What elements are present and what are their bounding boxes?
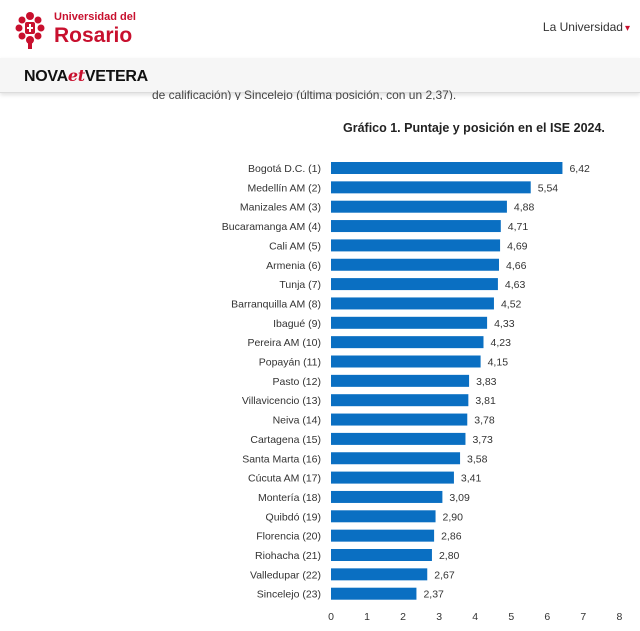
bar [331, 452, 461, 465]
bar [331, 471, 454, 484]
brand-part2: et [67, 66, 85, 85]
value-label: 3,83 [476, 376, 497, 388]
value-label: 2,86 [441, 531, 462, 543]
bar-chart: Bogotá D.C. (1) 6,42 Medellín AM (2) 5,54 Ma… [222, 162, 622, 623]
x-tick-label: 5 [508, 611, 514, 623]
bar [331, 529, 435, 542]
x-tick-label: 0 [328, 611, 334, 623]
nav-la-universidad-label: La Universidad [542, 20, 623, 34]
value-label: 6,42 [569, 163, 590, 175]
rosario-crest-icon [12, 8, 48, 50]
category-label: Valledupar (22) [250, 569, 321, 581]
value-label: 3,78 [474, 415, 495, 427]
bar [331, 316, 488, 329]
value-label: 2,80 [439, 550, 460, 562]
value-label: 5,54 [538, 182, 559, 194]
nova-et-vetera-logo[interactable]: NOVAetVETERA [24, 66, 148, 86]
value-label: 4,23 [490, 337, 511, 349]
value-label: 4,52 [501, 298, 522, 310]
article-text-fragment: de calificación) y Sincelejo (última pos… [152, 88, 457, 100]
bar [331, 587, 417, 600]
chart-title: Gráfico 1. Puntaje y posición en el ISE … [343, 121, 605, 135]
category-label: Pereira AM (10) [247, 337, 321, 349]
bar [331, 278, 498, 291]
brand-part1: NOVA [24, 68, 68, 85]
category-label: Barranquilla AM (8) [231, 298, 321, 310]
value-label: 4,63 [505, 279, 526, 291]
category-label: Neiva (14) [273, 415, 321, 427]
site-header: Universidad del Rosario La Universidad ▾ [0, 0, 640, 59]
bar [331, 374, 470, 387]
x-tick-label: 1 [364, 611, 370, 623]
value-label: 2,67 [434, 569, 455, 581]
category-label: Cúcuta AM (17) [248, 473, 321, 485]
category-label: Pasto (12) [273, 376, 321, 388]
category-label: Villavicencio (13) [242, 395, 321, 407]
x-tick-label: 3 [436, 611, 442, 623]
bar [331, 549, 432, 561]
value-label: 4,66 [506, 260, 527, 272]
value-label: 4,15 [488, 357, 509, 369]
value-label: 3,41 [461, 473, 482, 485]
bar [331, 413, 468, 426]
value-label: 3,09 [449, 492, 470, 504]
x-tick-label: 8 [616, 611, 622, 623]
category-label: Ibagué (9) [273, 318, 321, 330]
category-label: Sincelejo (23) [257, 589, 321, 601]
bar [331, 432, 466, 445]
category-label: Popayán (11) [259, 357, 321, 369]
bar [331, 394, 469, 407]
x-tick-label: 4 [472, 611, 478, 623]
x-tick-label: 7 [580, 611, 586, 623]
category-label: Florencia (20) [256, 531, 321, 543]
bar [331, 200, 507, 213]
bar [331, 355, 481, 368]
bar [331, 181, 531, 194]
category-label: Montería (18) [258, 492, 321, 504]
category-label: Manizales AM (3) [240, 202, 321, 214]
value-label: 2,37 [423, 589, 444, 601]
logo-text-line1: Universidad del [54, 11, 136, 23]
chevron-down-icon: ▾ [624, 23, 630, 34]
value-label: 3,58 [467, 453, 488, 465]
x-tick-label: 6 [544, 611, 550, 623]
value-label: 4,71 [508, 221, 529, 233]
logo-text-line2: Rosario [54, 24, 133, 47]
value-label: 4,69 [507, 240, 528, 252]
category-label: Riohacha (21) [255, 550, 321, 562]
value-label: 3,73 [472, 434, 493, 446]
bar [331, 490, 443, 503]
value-label: 2,90 [443, 511, 464, 523]
category-label: Bogotá D.C. (1) [248, 163, 321, 175]
category-label: Medellín AM (2) [247, 182, 321, 194]
x-tick-label: 2 [400, 611, 406, 623]
bar [331, 239, 501, 252]
category-label: Armenia (6) [266, 260, 321, 272]
bar [331, 220, 501, 233]
value-label: 3,81 [475, 395, 496, 407]
bar [331, 336, 484, 349]
category-label: Tunja (7) [279, 279, 321, 291]
value-label: 4,33 [494, 318, 515, 330]
category-label: Bucaramanga AM (4) [222, 221, 321, 233]
university-logo[interactable]: Universidad del Rosario [12, 6, 152, 52]
bar [331, 297, 494, 310]
value-label: 4,88 [514, 202, 535, 214]
category-label: Quibdó (19) [266, 511, 321, 523]
brand-part3: VETERA [84, 68, 148, 85]
bar [331, 568, 428, 581]
category-label: Santa Marta (16) [242, 453, 321, 465]
category-label: Cartagena (15) [250, 434, 321, 446]
bar [331, 510, 436, 523]
nav-la-universidad[interactable]: La Universidad ▾ [543, 20, 630, 34]
bar [331, 162, 563, 174]
bar [331, 258, 499, 271]
category-label: Cali AM (5) [269, 240, 321, 252]
section-bar: NOVAetVETERA [0, 58, 640, 93]
